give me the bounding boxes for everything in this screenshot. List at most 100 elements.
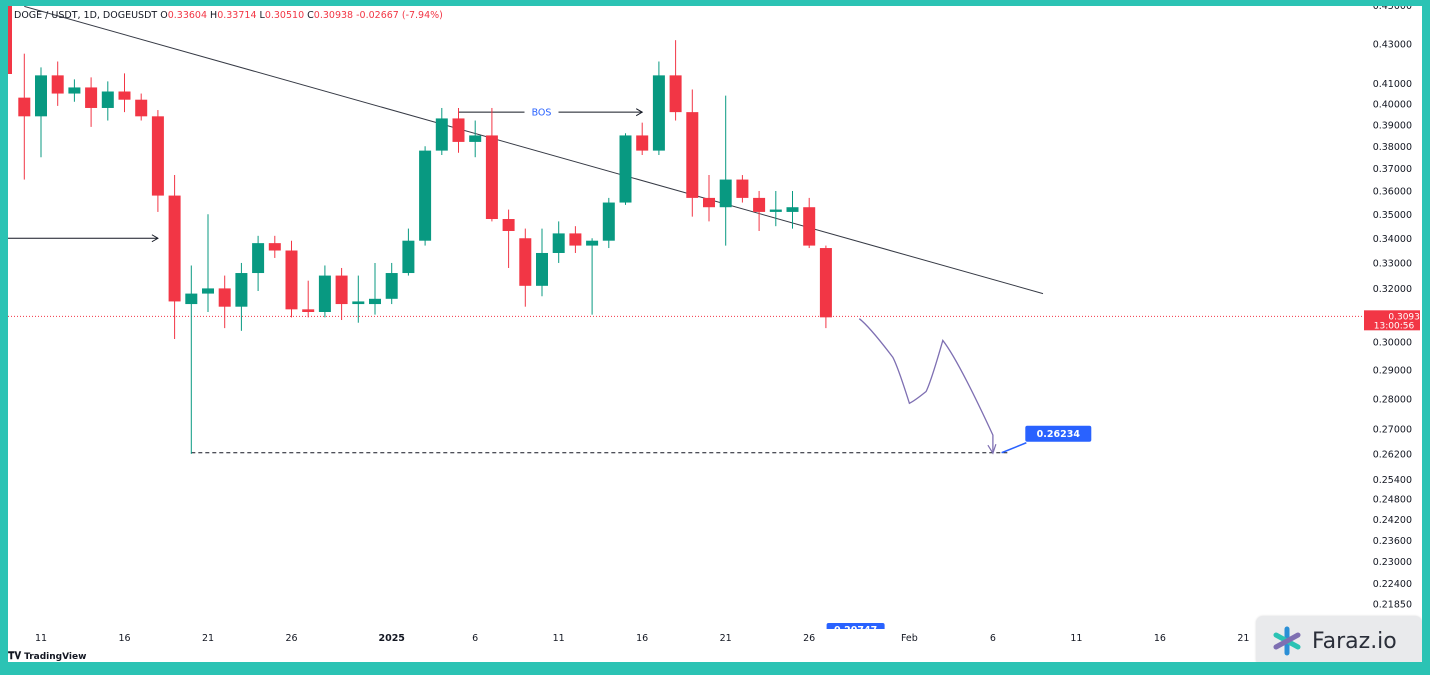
candle[interactable] bbox=[536, 228, 548, 297]
tradingview-icon: 𝐓𝐕 bbox=[8, 651, 22, 662]
candle[interactable] bbox=[285, 240, 298, 318]
candle[interactable] bbox=[803, 197, 816, 249]
y-tick-label: 0.41000 bbox=[1373, 79, 1412, 90]
low-value: 0.30510 bbox=[264, 10, 305, 21]
candle[interactable] bbox=[452, 107, 465, 153]
candle[interactable] bbox=[719, 95, 732, 246]
candle-body bbox=[485, 135, 498, 220]
open-label: O bbox=[160, 10, 168, 21]
y-tick-label: 0.23600 bbox=[1373, 536, 1412, 547]
x-tick-label: 16 bbox=[1154, 633, 1166, 644]
low-label: L bbox=[259, 10, 265, 21]
candle[interactable] bbox=[686, 89, 699, 217]
x-tick-label: 11 bbox=[553, 633, 565, 644]
candle[interactable] bbox=[519, 228, 532, 307]
candle[interactable] bbox=[268, 235, 281, 258]
candle[interactable] bbox=[352, 275, 365, 323]
candle-body bbox=[68, 87, 81, 94]
y-tick-label: 0.39000 bbox=[1373, 120, 1412, 131]
y-tick-label: 0.30000 bbox=[1373, 337, 1412, 348]
candle[interactable] bbox=[402, 228, 415, 276]
candle-body bbox=[519, 238, 532, 286]
candle[interactable] bbox=[469, 120, 482, 158]
candle[interactable] bbox=[586, 238, 599, 315]
candle[interactable] bbox=[218, 275, 231, 329]
y-tick-label: 0.24200 bbox=[1373, 515, 1412, 526]
candle-body bbox=[268, 243, 281, 251]
candle[interactable] bbox=[318, 265, 331, 318]
candle-body bbox=[569, 233, 582, 246]
tradingview-logo[interactable]: 𝐓𝐕 TradingView bbox=[8, 651, 86, 662]
x-tick-label: 21 bbox=[720, 633, 732, 644]
candle[interactable] bbox=[369, 262, 381, 315]
candle[interactable] bbox=[68, 79, 81, 102]
y-tick-label: 0.40000 bbox=[1373, 99, 1412, 110]
chart-legend: DOGE / USDT, 1D, DOGEUSDT O0.33604 H0.33… bbox=[14, 10, 443, 21]
candle[interactable] bbox=[569, 226, 582, 253]
x-tick-label: 16 bbox=[118, 633, 130, 644]
candle[interactable] bbox=[135, 93, 148, 121]
target-label-box[interactable] bbox=[1025, 425, 1092, 442]
y-tick-label: 0.33000 bbox=[1373, 258, 1412, 269]
candle-body bbox=[819, 248, 832, 318]
candle[interactable] bbox=[819, 245, 832, 329]
candle[interactable] bbox=[51, 61, 64, 106]
candle-body bbox=[352, 301, 365, 305]
candle-body bbox=[786, 207, 799, 212]
candle[interactable] bbox=[552, 221, 565, 263]
candle[interactable] bbox=[335, 267, 348, 321]
candle[interactable] bbox=[619, 133, 632, 205]
candle-body bbox=[85, 87, 98, 108]
candle[interactable] bbox=[419, 146, 432, 246]
candle[interactable] bbox=[736, 175, 749, 203]
candle[interactable] bbox=[185, 265, 198, 454]
candle[interactable] bbox=[769, 190, 782, 227]
candle[interactable] bbox=[85, 77, 98, 127]
candle-body bbox=[552, 233, 565, 253]
candle[interactable] bbox=[485, 107, 498, 222]
high-label: H bbox=[210, 10, 218, 21]
candle-body bbox=[151, 116, 164, 196]
candle[interactable] bbox=[636, 122, 649, 156]
candle-body bbox=[736, 179, 749, 198]
candle-body bbox=[318, 275, 331, 312]
candle[interactable] bbox=[502, 209, 515, 268]
candle[interactable] bbox=[101, 81, 114, 121]
candle-body bbox=[636, 135, 649, 151]
y-tick-label: 0.32000 bbox=[1373, 284, 1412, 295]
candle[interactable] bbox=[168, 175, 181, 340]
y-tick-label: 0.26200 bbox=[1373, 449, 1412, 460]
candle[interactable] bbox=[435, 107, 448, 156]
y-tick-label: 0.38000 bbox=[1373, 142, 1412, 153]
projection-path[interactable] bbox=[858, 318, 994, 454]
candle[interactable] bbox=[753, 190, 766, 231]
candle[interactable] bbox=[669, 40, 682, 121]
candle[interactable] bbox=[385, 262, 398, 305]
candle[interactable] bbox=[602, 197, 615, 249]
target-label-text: 0.26234 bbox=[1037, 429, 1081, 440]
candle[interactable] bbox=[151, 110, 164, 212]
candle[interactable] bbox=[252, 235, 265, 291]
candle[interactable] bbox=[18, 53, 31, 180]
candle[interactable] bbox=[652, 61, 665, 156]
x-tick-label: Feb bbox=[901, 633, 918, 644]
candle[interactable] bbox=[786, 190, 799, 229]
y-tick-label: 0.28000 bbox=[1373, 394, 1412, 405]
candle[interactable] bbox=[35, 67, 47, 158]
y-tick-label: 0.29000 bbox=[1373, 365, 1412, 376]
candle-body bbox=[369, 298, 381, 305]
candle[interactable] bbox=[202, 214, 214, 312]
price-chart[interactable]: BOS 0.26234 0.43000 0.41000 0.40000 0.39000 0… bbox=[8, 6, 1422, 662]
trendline[interactable] bbox=[24, 6, 1044, 295]
candle-body bbox=[652, 75, 665, 151]
candle-body bbox=[385, 273, 398, 299]
candle-body bbox=[51, 75, 64, 94]
x-tick-label: 11 bbox=[1070, 633, 1082, 644]
y-tick-label: 0.37000 bbox=[1373, 164, 1412, 175]
candle-body bbox=[719, 179, 732, 208]
candle[interactable] bbox=[703, 175, 715, 222]
candle[interactable] bbox=[235, 262, 248, 331]
faraz-watermark: Faraz.io bbox=[1256, 616, 1422, 662]
candle[interactable] bbox=[118, 73, 131, 113]
candle[interactable] bbox=[302, 280, 315, 318]
